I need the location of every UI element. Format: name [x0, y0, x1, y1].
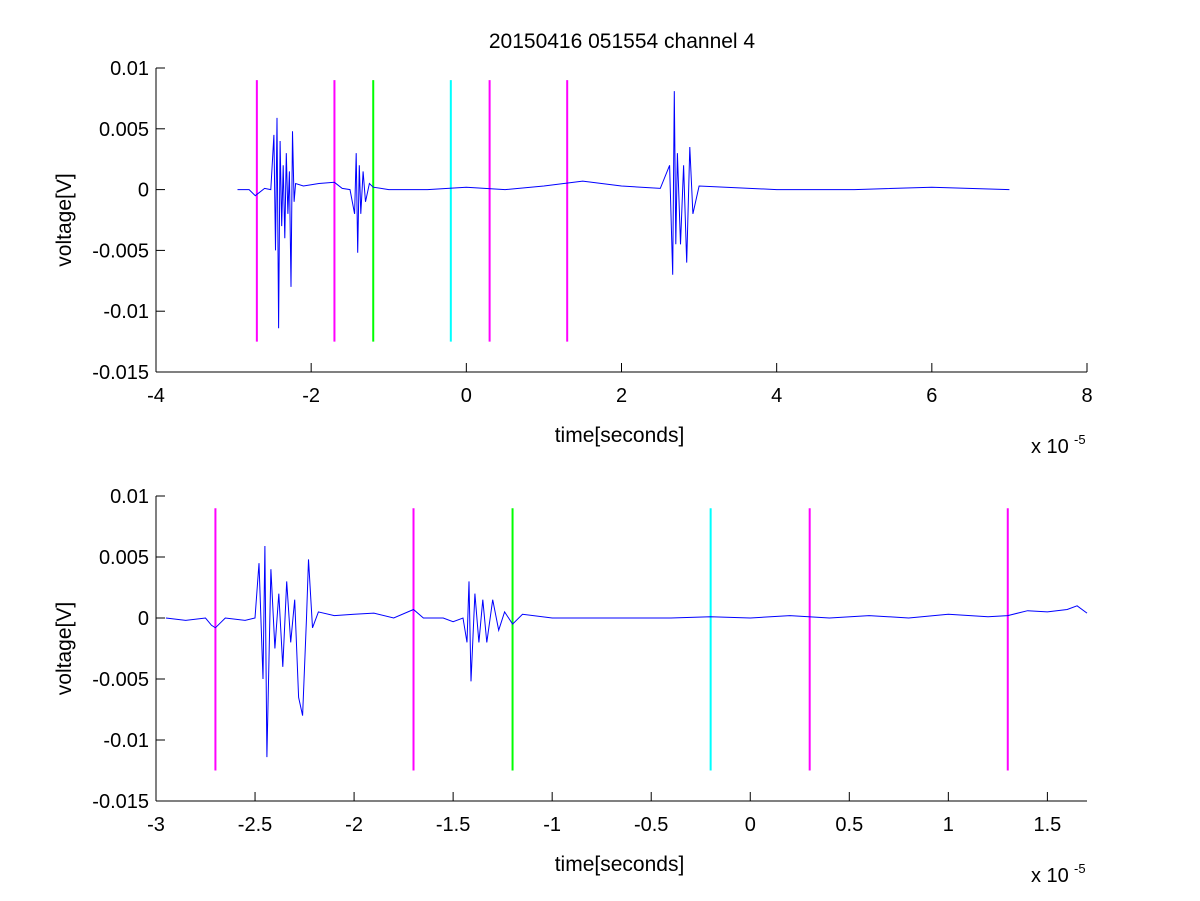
x-tick-label: 4	[771, 385, 782, 407]
y-tick-label: -0.005	[92, 669, 149, 691]
x-axis-multiplier-exponent: -5	[1074, 432, 1086, 447]
y-tick-label: 0	[138, 608, 149, 630]
x-axis-multiplier: x 10	[1031, 436, 1069, 458]
y-tick-label: 0	[138, 180, 149, 202]
x-tick-label: -2.5	[238, 814, 272, 836]
x-axis-multiplier: x 10	[1031, 865, 1069, 887]
x-tick-label: 2	[616, 385, 627, 407]
x-tick-label: 6	[926, 385, 937, 407]
y-tick-label: -0.01	[103, 730, 149, 752]
x-axis-title: time[seconds]	[555, 853, 685, 876]
x-tick-label: -4	[147, 385, 165, 407]
x-axis-multiplier-exponent: -5	[1074, 861, 1086, 876]
x-tick-label: -2	[345, 814, 363, 836]
y-tick-label: -0.015	[92, 791, 149, 813]
y-tick-label: -0.015	[92, 362, 149, 384]
y-tick-label: 0.01	[110, 58, 149, 80]
x-tick-label: 1.5	[1033, 814, 1061, 836]
bottom-plot: 0.01 0.005 0 -0.005 -0.01 -0.015-3 -2.5 -2 -1.5 -…	[53, 486, 1088, 887]
y-tick-label: 0.005	[99, 547, 149, 569]
voltage-series-line	[237, 91, 1010, 329]
figure-title: 20150416 051554 channel 4	[489, 30, 756, 53]
y-tick-label: -0.005	[92, 240, 149, 262]
x-tick-label: 0	[745, 814, 756, 836]
x-tick-label: -2	[302, 385, 320, 407]
y-axis-title: voltage[V]	[53, 173, 76, 266]
y-tick-label: 0.01	[110, 486, 149, 508]
x-tick-label: -0.5	[634, 814, 668, 836]
voltage-series-line	[165, 545, 1088, 758]
x-tick-label: 1	[943, 814, 954, 836]
x-tick-label: -1	[543, 814, 561, 836]
y-axis-title: voltage[V]	[53, 602, 76, 695]
top-plot: 0.01 0.005 0 -0.005 -0.01 -0.015-4 -2 0 2 4 6 8 time…	[53, 58, 1093, 458]
x-tick-label: -3	[147, 814, 165, 836]
x-tick-label: 8	[1081, 385, 1092, 407]
y-tick-label: 0.005	[99, 119, 149, 141]
x-tick-label: 0.5	[835, 814, 863, 836]
x-tick-label: 0	[461, 385, 472, 407]
x-tick-label: -1.5	[436, 814, 470, 836]
y-tick-label: -0.01	[103, 301, 149, 323]
x-axis-title: time[seconds]	[555, 424, 685, 447]
